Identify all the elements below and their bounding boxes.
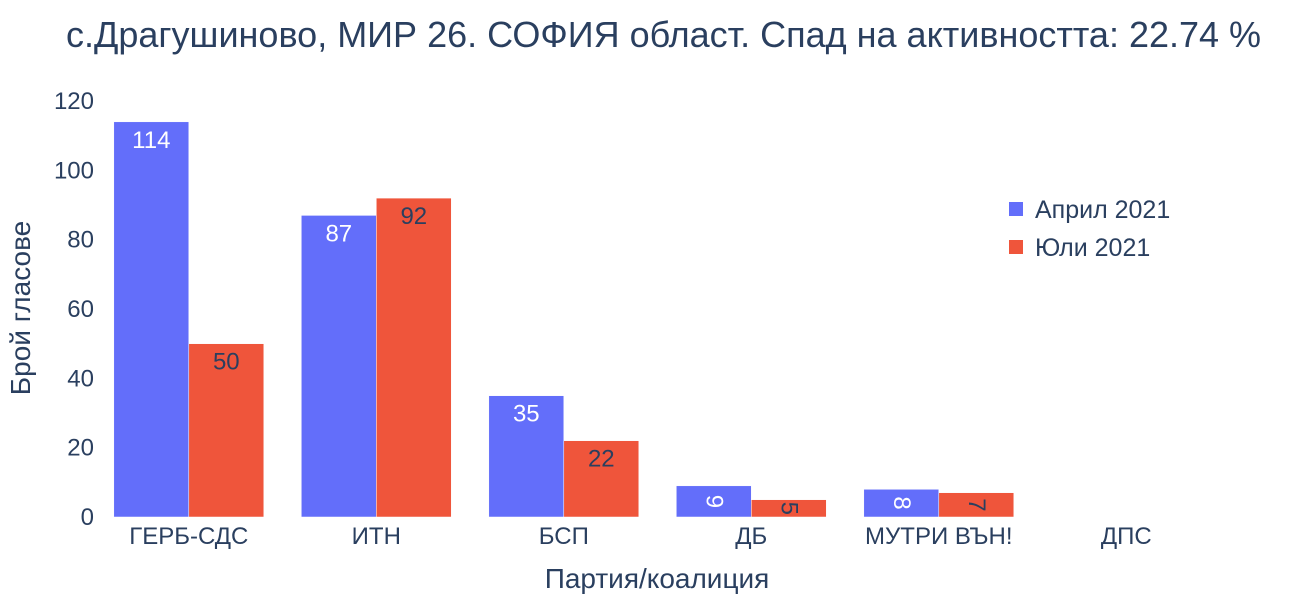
bar: [938, 492, 1015, 518]
x-tick-label: ДПС: [1101, 523, 1152, 550]
y-tick-label: 60: [67, 296, 94, 323]
y-tick-label: 80: [67, 227, 94, 254]
bar-value-label: 7: [963, 498, 990, 511]
x-axis-title: Партия/коалиция: [545, 563, 770, 594]
bar: [563, 440, 640, 518]
legend[interactable]: Април 2021 Юли 2021: [1009, 196, 1170, 262]
legend-swatch: [1009, 240, 1023, 254]
bar: [751, 499, 827, 518]
bar: [676, 485, 752, 518]
legend-swatch: [1009, 202, 1023, 216]
bar-value-label: 5: [775, 502, 802, 515]
legend-item-label: Юли 2021: [1035, 234, 1150, 262]
bar-value-label: 22: [588, 446, 615, 473]
x-tick-label: ДБ: [735, 523, 767, 550]
bar-value-label: 8: [888, 496, 915, 509]
bar: [113, 121, 190, 518]
x-axis: ГЕРБ-СДС ИТН БСП ДБ МУТРИ ВЪН! ДПС: [129, 523, 1152, 550]
y-tick-label: 20: [67, 435, 94, 462]
bar: [188, 343, 265, 518]
legend-item-label: Април 2021: [1035, 196, 1170, 224]
y-tick-label: 40: [67, 365, 94, 392]
bar-value-label: 35: [513, 401, 540, 428]
chart-title: с.Драгушиново, МИР 26. СОФИЯ област. Спа…: [66, 14, 1262, 55]
y-tick-label: 100: [54, 157, 94, 184]
bar: [301, 215, 377, 518]
bar-value-label: 114: [132, 127, 170, 154]
y-tick-label: 0: [81, 504, 94, 531]
x-tick-label: ИТН: [352, 523, 401, 550]
bar-value-label: 92: [400, 203, 427, 230]
y-tick-label: 120: [54, 88, 94, 115]
y-axis-title: Брой гласове: [5, 221, 36, 395]
x-tick-label: ГЕРБ-СДС: [129, 523, 248, 550]
x-tick-label: БСП: [539, 523, 589, 550]
bar-value-label: 9: [700, 495, 727, 508]
bar-value-label: 50: [213, 349, 240, 376]
bar: [376, 197, 452, 518]
y-axis: 0 20 40 60 80 100 120: [54, 88, 94, 531]
bar: [488, 395, 565, 518]
bar-value-label: 87: [325, 220, 352, 247]
x-tick-label: МУТРИ ВЪН!: [865, 523, 1012, 550]
bar: [863, 489, 940, 518]
